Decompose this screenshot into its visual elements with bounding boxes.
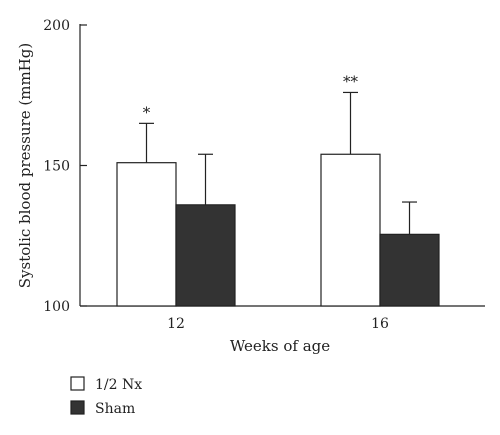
y-tick-label: 100 bbox=[43, 299, 70, 315]
bar bbox=[379, 233, 440, 307]
bar-group bbox=[175, 153, 236, 307]
bar-group bbox=[379, 201, 440, 307]
legend-item: Sham bbox=[70, 400, 135, 417]
bar bbox=[320, 153, 381, 307]
bar-group: ** bbox=[320, 72, 381, 307]
y-ticks: 100 150 200 bbox=[43, 18, 87, 315]
y-tick-label: 200 bbox=[43, 18, 70, 34]
bar bbox=[116, 162, 177, 307]
significance-marker: ** bbox=[343, 72, 359, 90]
bar-group: * bbox=[116, 103, 177, 307]
legend-swatch bbox=[70, 376, 85, 391]
bar bbox=[175, 204, 236, 307]
y-axis-title: Systolic blood pressure (mmHg) bbox=[16, 43, 34, 288]
bars: *** bbox=[116, 72, 440, 307]
x-tick-label: 16 bbox=[371, 316, 389, 332]
legend-label: Sham bbox=[95, 401, 135, 417]
axes: 100 150 200 12 16 Systolic blood pressure (… bbox=[16, 18, 485, 355]
legend-label: 1/2 Nx bbox=[95, 377, 142, 393]
significance-marker: * bbox=[143, 103, 151, 121]
legend-swatch bbox=[70, 400, 85, 415]
legend: 1/2 Nx Sham bbox=[70, 376, 142, 417]
x-axis-title: Weeks of age bbox=[230, 337, 330, 355]
y-tick-label: 150 bbox=[43, 159, 70, 175]
legend-item: 1/2 Nx bbox=[70, 376, 142, 393]
x-tick-label: 12 bbox=[167, 316, 185, 332]
